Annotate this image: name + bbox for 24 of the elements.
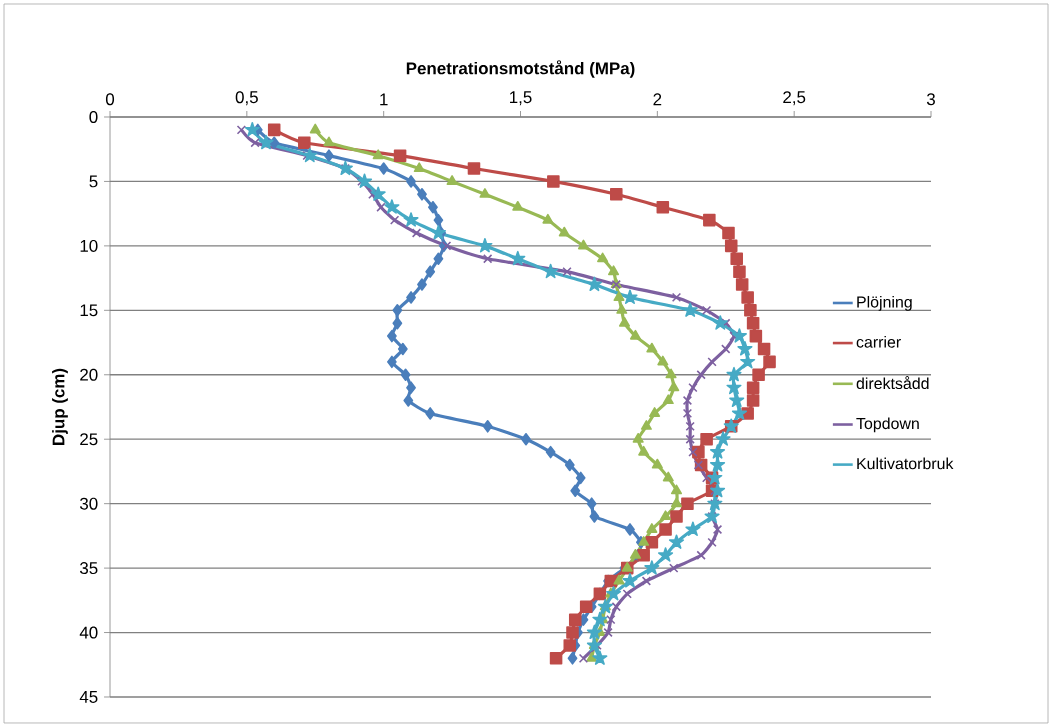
- legend-label: carrier: [856, 336, 901, 348]
- y-tick-label: 15: [80, 304, 98, 317]
- x-tick-label: 0: [105, 93, 115, 106]
- legend-label: Topdown: [856, 417, 919, 433]
- y-axis-title: Djup (cm): [52, 368, 68, 445]
- y-tick-label: 10: [80, 239, 98, 252]
- y-tick-label: 5: [89, 175, 98, 188]
- legend-label: Kultivatorbruk: [857, 457, 954, 470]
- y-tick-label: 20: [80, 368, 98, 381]
- x-tick-label: 3: [926, 93, 935, 106]
- x-tick-label: 0,5: [235, 91, 258, 106]
- x-tick-label: 2: [653, 93, 662, 106]
- x-tick-label: 1: [380, 93, 388, 106]
- x-axis-title: Penetrationsmotstånd (MPa): [406, 60, 635, 78]
- y-tick-label: 0: [89, 110, 98, 123]
- legend-label: Plöjning: [857, 295, 912, 311]
- legend-label: direktsådd: [856, 376, 929, 390]
- y-tick-label: 30: [79, 497, 98, 510]
- y-tick-label: 35: [79, 562, 98, 575]
- y-tick-label: 25: [80, 433, 98, 446]
- y-tick-label: 40: [79, 626, 98, 639]
- y-tick-label: 45: [79, 691, 98, 703]
- x-tick-label: 2,5: [783, 91, 806, 106]
- x-tick-label: 1,5: [510, 91, 532, 106]
